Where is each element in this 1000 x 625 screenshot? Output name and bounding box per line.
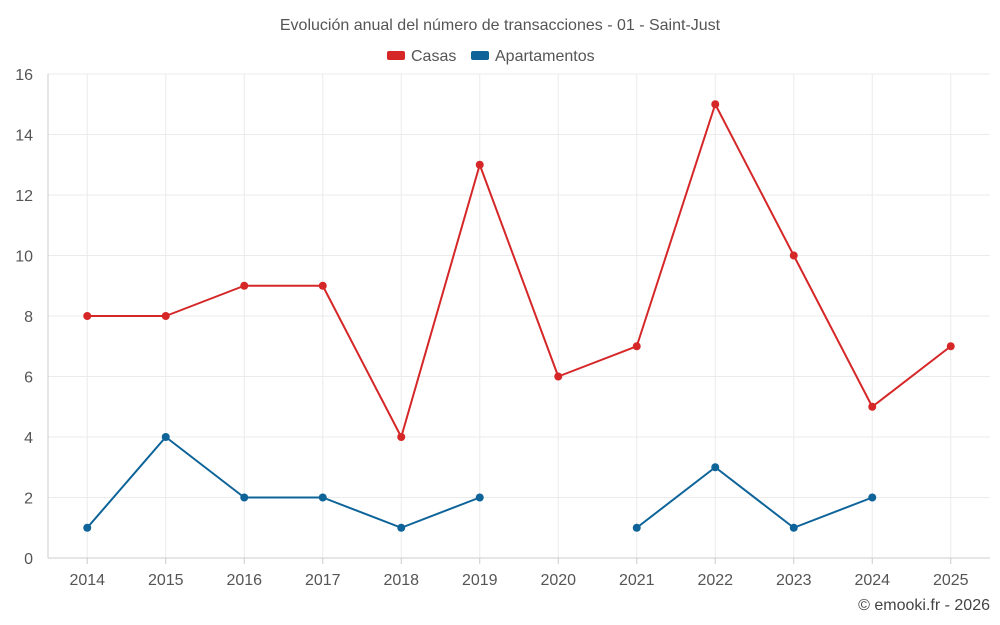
data-point-casas[interactable]	[946, 342, 955, 351]
data-point-apartamentos[interactable]	[711, 463, 720, 472]
series-line-apartamentos	[636, 466, 873, 529]
legend-item-casas[interactable]: Casas	[387, 48, 456, 65]
x-tick-label: 2021	[619, 572, 655, 589]
x-tick-label: 2014	[69, 572, 105, 589]
data-point-apartamentos[interactable]	[240, 493, 249, 502]
y-tick-label: 14	[15, 128, 33, 145]
data-point-casas[interactable]	[554, 372, 563, 381]
data-point-casas[interactable]	[475, 160, 484, 169]
x-tick-label: 2017	[305, 572, 341, 589]
x-tick-label: 2023	[776, 572, 812, 589]
x-tick-label: 2018	[383, 572, 419, 589]
data-point-casas[interactable]	[397, 433, 406, 441]
y-tick-label: 12	[15, 188, 33, 205]
x-tick-label: 2022	[697, 572, 733, 589]
data-point-casas[interactable]	[83, 312, 92, 320]
legend-swatch-casas	[387, 51, 405, 60]
x-tick-label: 2015	[148, 572, 184, 589]
data-point-apartamentos[interactable]	[868, 493, 877, 502]
data-point-apartamentos[interactable]	[83, 523, 92, 532]
data-point-casas[interactable]	[318, 281, 327, 290]
y-tick-label: 8	[24, 309, 33, 326]
data-point-apartamentos[interactable]	[161, 433, 170, 441]
data-point-casas[interactable]	[711, 100, 720, 109]
y-tick-label: 10	[15, 249, 33, 266]
x-tick-label: 2019	[462, 572, 498, 589]
legend-label-apartamentos: Apartamentos	[495, 48, 595, 65]
legend: Casas Apartamentos	[387, 48, 595, 65]
x-tick-label: 2020	[540, 572, 576, 589]
credit-text: © emooki.fr - 2026	[858, 597, 990, 614]
data-point-casas[interactable]	[161, 312, 170, 320]
gridlines	[48, 73, 990, 558]
data-point-casas[interactable]	[240, 281, 249, 290]
x-tick-label: 2025	[933, 572, 969, 589]
series-apartamentos	[83, 433, 877, 532]
y-tick-label: 2	[24, 491, 33, 508]
y-tick-label: 0	[24, 551, 33, 568]
series	[83, 100, 955, 532]
y-tick-label: 4	[24, 430, 33, 447]
series-line-apartamentos	[86, 436, 481, 529]
data-point-apartamentos[interactable]	[475, 493, 484, 502]
data-point-apartamentos[interactable]	[632, 523, 641, 532]
series-line-casas	[87, 103, 952, 438]
data-point-apartamentos[interactable]	[318, 493, 327, 502]
series-casas	[83, 100, 955, 441]
data-point-casas[interactable]	[632, 342, 641, 351]
y-tick-label: 16	[15, 67, 33, 84]
data-point-casas[interactable]	[868, 402, 877, 411]
x-tick-label: 2016	[226, 572, 262, 589]
x-tick-label: 2024	[854, 572, 890, 589]
legend-swatch-apartamentos	[471, 51, 489, 60]
data-point-casas[interactable]	[789, 251, 798, 260]
chart-title: Evolución anual del número de transaccio…	[280, 17, 721, 34]
data-point-apartamentos[interactable]	[789, 523, 798, 532]
y-tick-label: 6	[24, 370, 33, 387]
legend-label-casas: Casas	[411, 48, 456, 65]
axes: 0 2 4 6 8 10 12 14 16 2014 2015 2016 2017 2018 2019 202…	[15, 67, 990, 589]
legend-item-apartamentos[interactable]: Apartamentos	[471, 48, 595, 65]
data-point-apartamentos[interactable]	[397, 523, 406, 532]
